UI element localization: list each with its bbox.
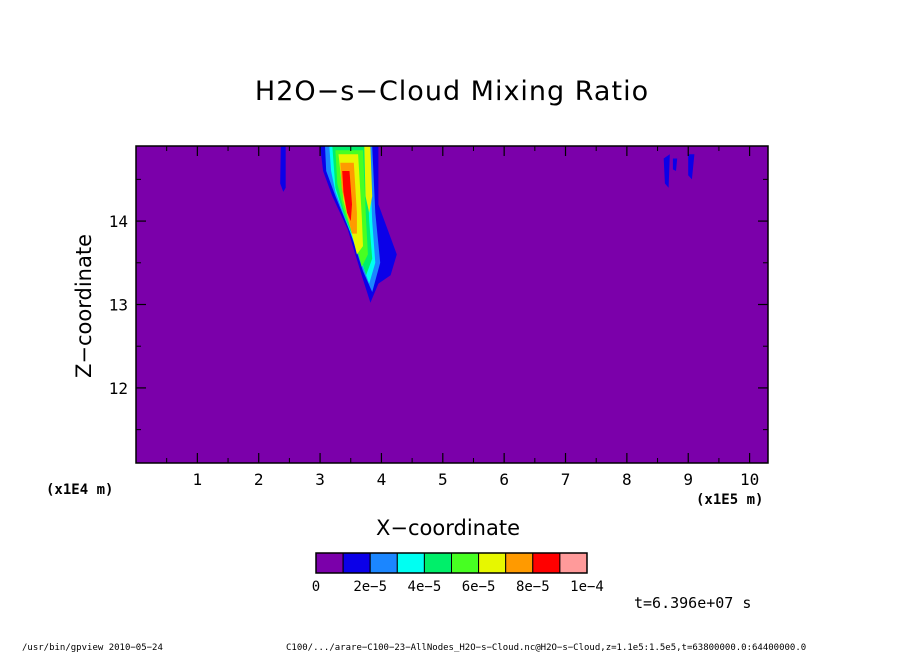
time-annotation: t=6.396e+07 s xyxy=(634,594,752,612)
colorbar-swatch xyxy=(423,552,452,574)
colorbar-swatch xyxy=(559,552,588,574)
colorbar-swatch xyxy=(532,552,561,574)
x-tick-label: 10 xyxy=(740,470,759,489)
colorbar-swatch xyxy=(396,552,425,574)
y-tick-label: 14 xyxy=(109,212,128,231)
x-tick-label: 5 xyxy=(438,470,448,489)
colorbar-swatch xyxy=(451,552,480,574)
y-tick-label: 13 xyxy=(109,296,128,315)
footer-program: /usr/bin/gpview 2010−05−24 xyxy=(22,643,163,653)
x-tick-label: 8 xyxy=(622,470,632,489)
cloud-streak-far-3 xyxy=(688,154,695,180)
chart-title: H2O−s−Cloud Mixing Ratio xyxy=(254,76,650,107)
colorbar-label: 8e−5 xyxy=(516,579,550,595)
cloud-streak-far-2 xyxy=(672,158,678,171)
colorbar-label: 2e−5 xyxy=(353,579,387,595)
x-unit-label: (x1E5 m) xyxy=(696,492,764,508)
y-unit-label: (x1E4 m) xyxy=(46,482,114,498)
colorbar-swatch xyxy=(478,552,507,574)
cloud-streak-left xyxy=(280,146,286,192)
colorbar: 0 2e−5 4e−5 6e−5 8e−5 1e−4 xyxy=(312,552,604,595)
colorbar-label: 6e−5 xyxy=(462,579,496,595)
x-tick-label: 9 xyxy=(683,470,693,489)
colorbar-label: 0 xyxy=(312,579,320,595)
x-tick-label: 3 xyxy=(315,470,325,489)
x-tick-label: 7 xyxy=(561,470,571,489)
y-tick-label: 12 xyxy=(109,379,128,398)
mixing-ratio-field xyxy=(136,146,768,463)
cloud-plume-core xyxy=(342,171,352,222)
cloud-streak-right xyxy=(364,146,373,213)
x-tick-label: 1 xyxy=(193,470,203,489)
colorbar-frame xyxy=(315,552,588,574)
colorbar-swatch xyxy=(342,552,371,574)
x-tick-label: 2 xyxy=(254,470,264,489)
colorbar-label: 1e−4 xyxy=(570,579,604,595)
x-tick-label: 6 xyxy=(499,470,509,489)
colorbar-label: 4e−5 xyxy=(408,579,442,595)
colorbar-swatch xyxy=(315,552,344,574)
x-axis-label: X−coordinate xyxy=(376,516,520,540)
colorbar-swatch xyxy=(505,552,534,574)
footer-source: C100/.../arare−C100−23−AllNodes_H2O−s−Cl… xyxy=(286,643,807,653)
x-tick-label: 4 xyxy=(377,470,387,489)
colorbar-swatch xyxy=(369,552,398,574)
y-axis-label: Z−coordinate xyxy=(72,234,96,378)
field-background xyxy=(136,146,768,463)
cloud-streak-far-1 xyxy=(663,154,670,188)
